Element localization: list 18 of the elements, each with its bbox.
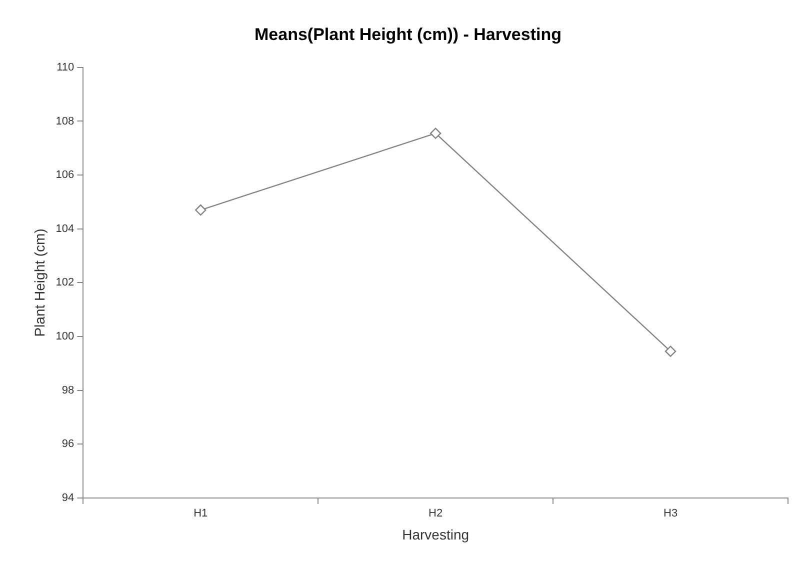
x-tick-label: H3	[663, 508, 678, 520]
y-tick-label: 94	[62, 492, 74, 504]
y-tick-label: 106	[56, 169, 74, 182]
y-tick-label: 108	[56, 115, 74, 128]
y-tick-label: 100	[56, 330, 74, 343]
x-axis-title: Harvesting	[402, 526, 470, 542]
y-tick-label: 110	[56, 61, 74, 74]
y-tick-label: 98	[62, 384, 74, 396]
point	[195, 204, 206, 216]
point	[664, 346, 676, 357]
x-tick-label: H1	[194, 508, 208, 520]
y-tick-label: 96	[62, 438, 74, 450]
y-axis-title: Plant Height (cm)	[31, 228, 48, 337]
chart-title: Means(Plant Height (cm)) - Harvesting	[254, 24, 562, 44]
point	[430, 128, 442, 139]
x-tick-label: H2	[428, 508, 443, 520]
y-tick-label: 104	[56, 222, 74, 235]
y-tick-label: 102	[56, 276, 74, 289]
